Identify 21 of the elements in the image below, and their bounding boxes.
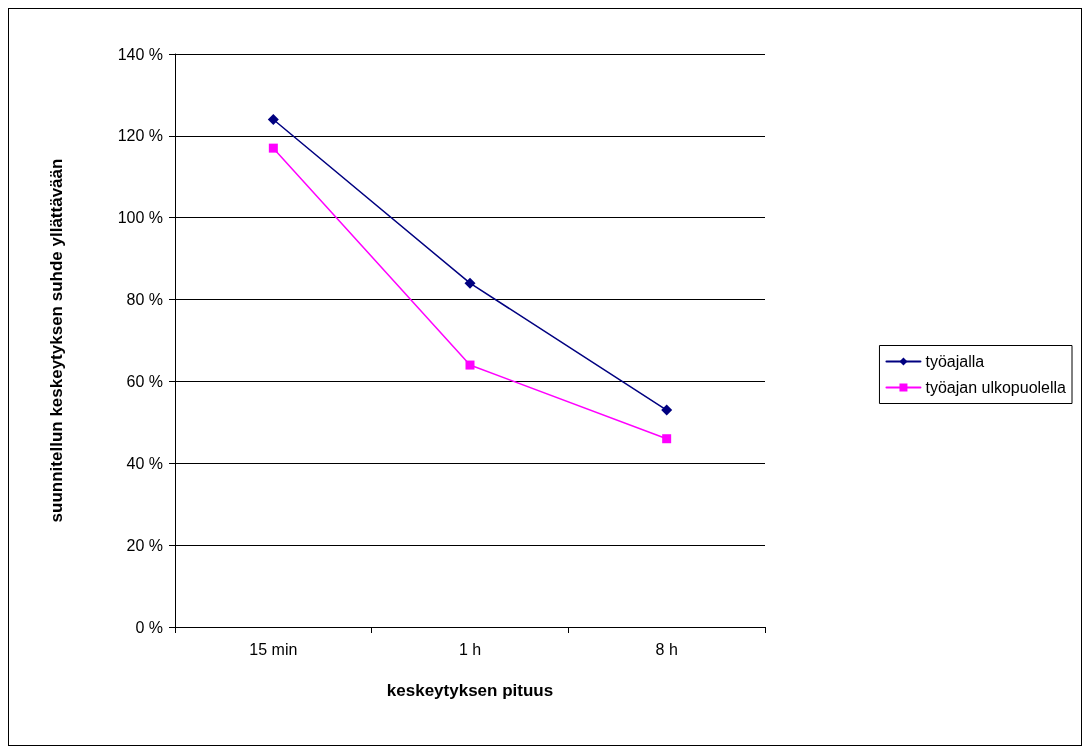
y-tick-label: 20 % bbox=[126, 536, 163, 554]
y-tick-label: 80 % bbox=[126, 291, 163, 309]
point bbox=[464, 277, 476, 289]
y-tick-label: 60 % bbox=[126, 372, 163, 390]
y-tick-label: 40 % bbox=[126, 454, 163, 472]
y-tick-label: 140 % bbox=[117, 45, 163, 63]
legend-label: työajan ulkopuolella bbox=[925, 379, 1067, 396]
x-tick-label: 1 h bbox=[458, 640, 482, 658]
point bbox=[662, 434, 672, 444]
legend-label: työajalla bbox=[925, 353, 985, 370]
point bbox=[661, 404, 673, 416]
x-tick-label: 8 h bbox=[655, 640, 678, 658]
point bbox=[465, 360, 475, 370]
y-axis-title: suunnitellun keskeytyksen suhde yllättävään bbox=[47, 158, 66, 523]
y-tick-label: 0 % bbox=[135, 618, 163, 636]
x-tick-label: 15 min bbox=[249, 640, 298, 658]
y-tick-label: 120 % bbox=[117, 127, 163, 145]
x-axis-title: keskeytyksen pituus bbox=[386, 681, 554, 700]
y-tick-label: 100 % bbox=[117, 209, 163, 227]
point bbox=[268, 143, 278, 153]
point bbox=[267, 113, 279, 125]
